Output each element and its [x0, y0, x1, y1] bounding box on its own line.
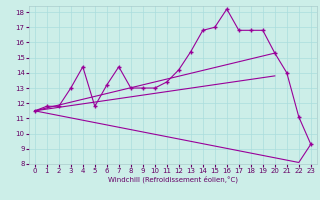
X-axis label: Windchill (Refroidissement éolien,°C): Windchill (Refroidissement éolien,°C) — [108, 176, 238, 183]
